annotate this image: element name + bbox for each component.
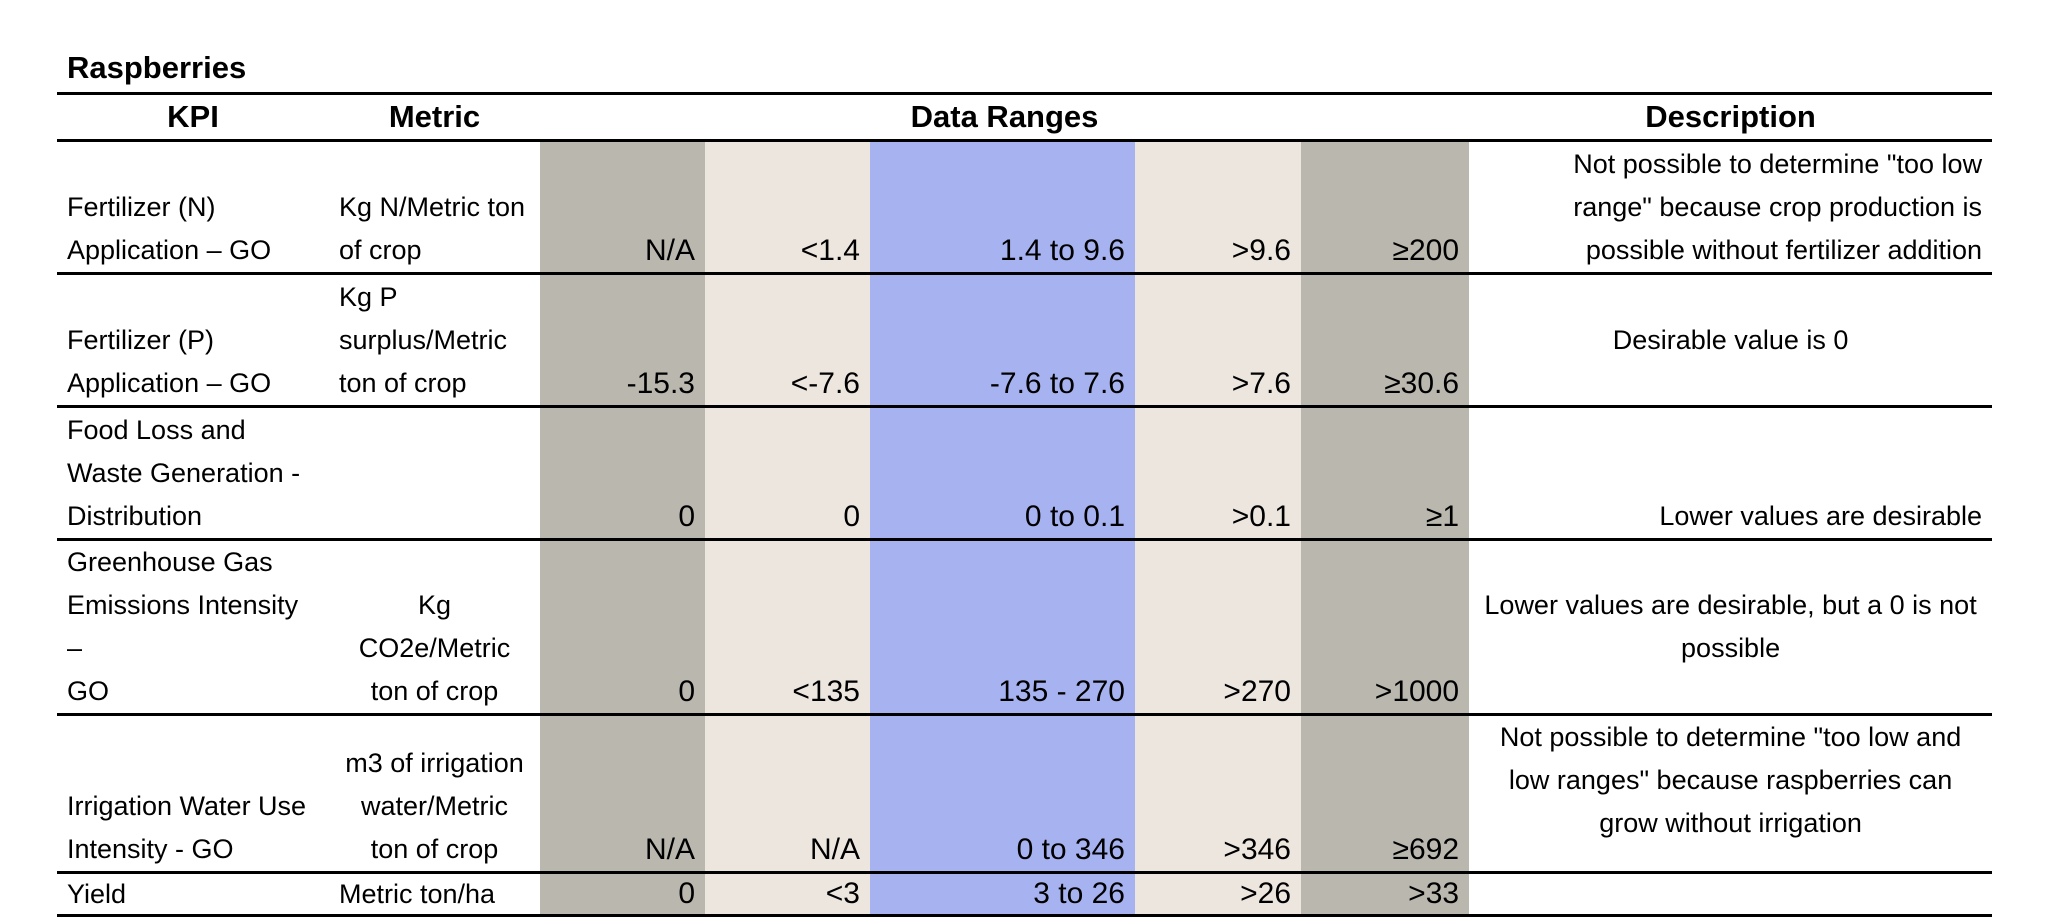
range-cell-low-extreme: -15.3 xyxy=(540,273,705,408)
range-cell-low: <-7.6 xyxy=(705,273,870,408)
description-cell: Lower values are desirable xyxy=(1469,406,1993,541)
range-cell-high: >0.1 xyxy=(1135,406,1301,541)
range-cell-low-extreme: 0 xyxy=(540,539,705,716)
range-cell-target: 0 to 0.1 xyxy=(870,406,1135,541)
header-data-ranges: Data Ranges xyxy=(540,92,1470,142)
table-row: Fertilizer (N) Application – GO Kg N/Met… xyxy=(57,140,1993,275)
range-cell-low: <135 xyxy=(705,539,870,716)
range-cell-low: 0 xyxy=(705,406,870,541)
range-cell-target: 1.4 to 9.6 xyxy=(870,140,1135,275)
metric-cell: m3 of irrigation water/Metric ton of cro… xyxy=(329,714,540,874)
range-cell-high: >26 xyxy=(1135,872,1301,917)
table-row: Yield Metric ton/ha 0 <3 3 to 26 >26 >33 xyxy=(57,872,1993,917)
table-row: Food Loss and Waste Generation - Distrib… xyxy=(57,406,1993,541)
range-cell-high-extreme: ≥200 xyxy=(1301,140,1470,275)
range-cell-target: -7.6 to 7.6 xyxy=(870,273,1135,408)
range-cell-target: 3 to 26 xyxy=(870,872,1135,917)
metric-cell xyxy=(329,406,540,541)
range-cell-target: 135 - 270 xyxy=(870,539,1135,716)
description-cell: Not possible to determine "too low and l… xyxy=(1469,714,1993,874)
range-cell-high-extreme: ≥692 xyxy=(1301,714,1470,874)
metric-cell: Kg CO2e/Metric ton of crop xyxy=(329,539,540,716)
kpi-cell: Greenhouse Gas Emissions Intensity – GO xyxy=(57,539,329,716)
table-row: Irrigation Water Use Intensity - GO m3 o… xyxy=(57,714,1993,874)
description-cell xyxy=(1469,872,1993,917)
range-cell-low: N/A xyxy=(705,714,870,874)
range-cell-low-extreme: 0 xyxy=(540,872,705,917)
range-cell-low-extreme: 0 xyxy=(540,406,705,541)
kpi-cell: Food Loss and Waste Generation - Distrib… xyxy=(57,406,329,541)
kpi-cell: Irrigation Water Use Intensity - GO xyxy=(57,714,329,874)
description-cell: Not possible to determine "too low range… xyxy=(1469,140,1993,275)
header-kpi: KPI xyxy=(57,92,329,142)
range-cell-low-extreme: N/A xyxy=(540,140,705,275)
kpi-cell: Fertilizer (N) Application – GO xyxy=(57,140,329,275)
table-row: Greenhouse Gas Emissions Intensity – GO … xyxy=(57,539,1993,716)
range-cell-high: >270 xyxy=(1135,539,1301,716)
table-row: Fertilizer (P) Application – GO Kg P sur… xyxy=(57,273,1993,408)
metric-cell: Metric ton/ha xyxy=(329,872,540,917)
range-cell-low: <3 xyxy=(705,872,870,917)
range-cell-high: >346 xyxy=(1135,714,1301,874)
range-cell-high: >7.6 xyxy=(1135,273,1301,408)
metric-cell: Kg N/Metric ton of crop xyxy=(329,140,540,275)
range-cell-high-extreme: ≥1 xyxy=(1301,406,1470,541)
range-cell-high-extreme: ≥30.6 xyxy=(1301,273,1470,408)
range-cell-target: 0 to 346 xyxy=(870,714,1135,874)
kpi-cell: Fertilizer (P) Application – GO xyxy=(57,273,329,408)
description-cell: Desirable value is 0 xyxy=(1469,273,1993,408)
range-cell-low: <1.4 xyxy=(705,140,870,275)
header-row: KPI Metric Data Ranges Description xyxy=(57,92,1993,142)
range-cell-low-extreme: N/A xyxy=(540,714,705,874)
description-cell: Lower values are desirable, but a 0 is n… xyxy=(1469,539,1993,716)
range-cell-high-extreme: >1000 xyxy=(1301,539,1470,716)
metric-cell: Kg P surplus/Metric ton of crop xyxy=(329,273,540,408)
header-description: Description xyxy=(1469,92,1993,142)
range-cell-high: >9.6 xyxy=(1135,140,1301,275)
range-cell-high-extreme: >33 xyxy=(1301,872,1470,917)
sheet-title: Raspberries xyxy=(67,50,247,85)
kpi-table: KPI Metric Data Ranges Description Ferti… xyxy=(57,92,1993,917)
header-metric: Metric xyxy=(329,92,540,142)
kpi-sheet: Raspberries KPI Metric Data Ranges Descr… xyxy=(57,44,1993,917)
kpi-cell: Yield xyxy=(57,872,329,917)
